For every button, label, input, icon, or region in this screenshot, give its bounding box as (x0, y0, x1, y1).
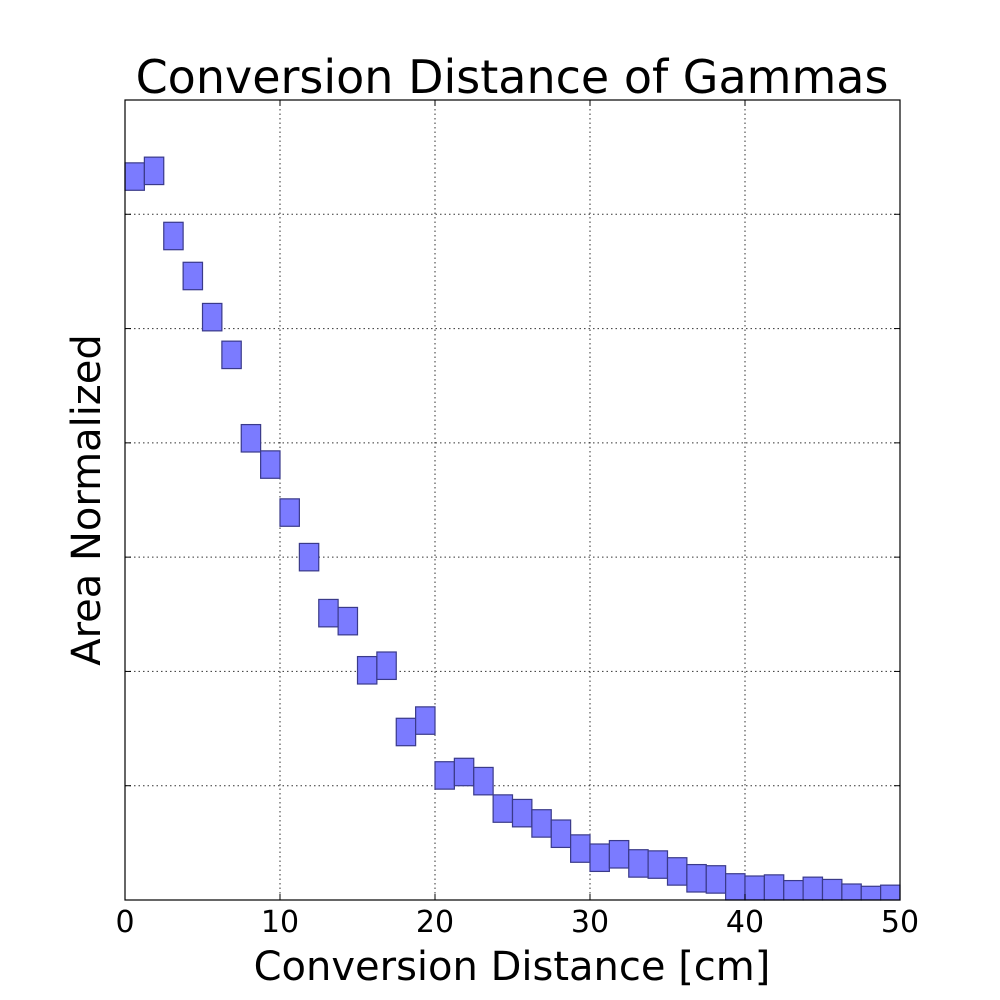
plot-frame (124, 99, 901, 901)
x-tick-label: 10 (261, 905, 299, 940)
histogram-bar (221, 340, 242, 370)
histogram-bar (570, 834, 591, 863)
histogram-bar (608, 839, 630, 869)
histogram-bar (550, 819, 572, 849)
histogram-bar (124, 162, 145, 191)
x-tick-label: 20 (416, 905, 454, 940)
histogram-bars (124, 156, 901, 901)
histogram-bar (860, 885, 882, 901)
histogram-bar (182, 261, 204, 291)
x-tick-label: 30 (571, 905, 609, 940)
histogram-bar (298, 542, 320, 572)
histogram-bar (395, 717, 417, 747)
histogram-bar (434, 761, 455, 790)
chart-title: Conversion Distance of Gammas (136, 50, 889, 104)
histogram-bar (647, 850, 669, 879)
histogram-bar (783, 879, 804, 901)
histogram-bar (337, 606, 359, 636)
x-axis-label: Conversion Distance [cm] (254, 944, 771, 990)
histogram-bar (279, 498, 300, 527)
y-axis-label: Area Normalized (64, 334, 110, 666)
x-tick-label: 40 (726, 905, 764, 940)
histogram-bar (880, 884, 901, 901)
histogram-bar (356, 655, 378, 685)
histogram-bar (376, 651, 397, 681)
grid-lines (125, 100, 900, 900)
histogram-bar (163, 221, 184, 251)
histogram-bar (589, 843, 610, 873)
histogram-bar (511, 798, 533, 828)
histogram-bar (143, 156, 165, 186)
histogram-bar (415, 706, 436, 735)
histogram-bar (318, 598, 339, 628)
histogram-bar (473, 766, 494, 796)
histogram-bar (744, 875, 765, 901)
histogram-bar (666, 857, 688, 886)
x-tick-label: 0 (115, 905, 134, 940)
histogram-bar (705, 865, 727, 894)
histogram-bar (821, 878, 843, 901)
histogram-bar (201, 302, 223, 332)
histogram-bar (240, 423, 262, 453)
histogram-bar (492, 794, 514, 823)
histogram-bar (260, 450, 281, 479)
histogram-bar (628, 849, 649, 878)
x-tick-label: 50 (881, 905, 919, 940)
histogram-bar (686, 863, 707, 893)
histogram-bar (453, 757, 475, 787)
histogram-bar (802, 876, 824, 901)
histogram-bar (725, 873, 746, 901)
histogram-bar (841, 883, 862, 901)
histogram-bar (531, 809, 552, 838)
axis-ticks: 0 10 20 30 40 50 (115, 100, 919, 940)
histogram-bar (763, 874, 785, 901)
